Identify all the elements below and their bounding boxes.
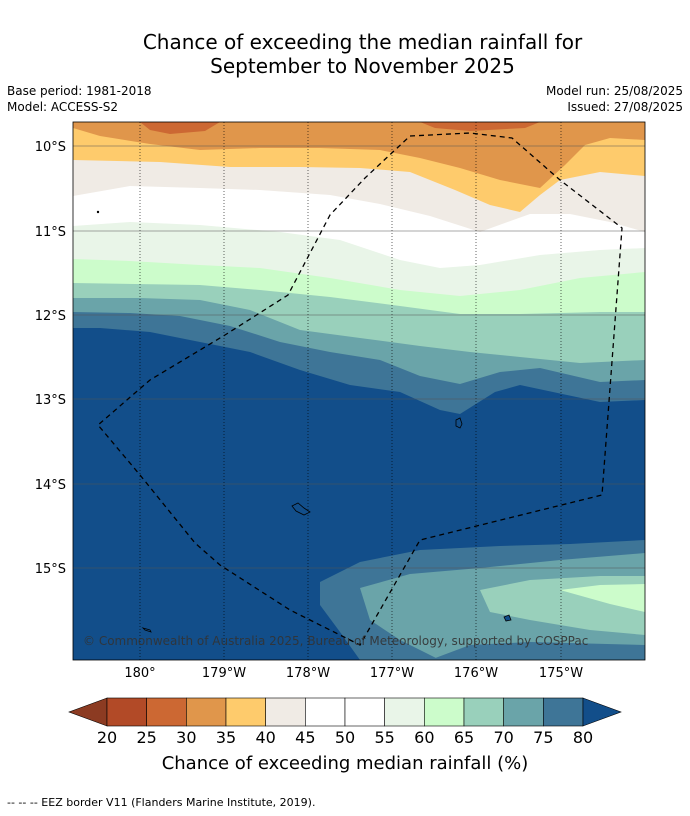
island-center [291,502,311,516]
colorbar-arrow-low [68,697,108,727]
rainfall-contours [73,122,645,660]
lat-label-15s: 15°S [35,562,66,577]
map-title: Chance of exceeding the median rainfall … [0,30,690,78]
colorbar-segment [265,697,306,727]
band-25-30-east [420,122,540,131]
colorbar: 20 25 30 35 40 45 50 55 60 65 70 75 80 [68,697,622,747]
colorbar-tick-label: 75 [533,728,553,747]
map-frame [72,121,646,661]
colorbar-segment [186,697,227,727]
island-southwest [141,627,152,633]
island-east [455,417,463,429]
base-period: Base period: 1981-2018 [7,84,152,98]
colorbar-tick-label: 25 [136,728,156,747]
lat-label-11s: 11°S [35,225,66,240]
colorbar-tick-label: 55 [374,728,394,747]
colorbar-tick-label: 40 [255,728,275,747]
colorbar-segment [384,697,425,727]
colorbar-tick-label: 45 [295,728,315,747]
issued-date: Issued: 27/08/2025 [567,100,683,114]
lat-label-10s: 10°S [35,140,66,155]
islands [96,210,512,633]
colorbar-title: Chance of exceeding median rainfall (%) [161,753,529,774]
colorbar-tick-label: 80 [573,728,593,747]
lon-label-180: 180° [124,666,155,681]
band-75-80-southwest [430,642,645,660]
lat-label-13s: 13°S [35,393,66,408]
meta-left: Base period: 1981-2018 Model: ACCESS-S2 [7,83,152,115]
colorbar-arrow-high [582,697,622,727]
title-line-2: September to November 2025 [210,54,515,78]
colorbar-segment [106,697,147,727]
colorbar-segment [344,697,385,727]
copyright-notice: © Commonwealth of Australia 2025, Bureau… [83,634,588,648]
colorbar-segment [463,697,504,727]
colorbar-tick-label: 35 [216,728,236,747]
band-60-65-south [560,584,645,612]
model-name: Model: ACCESS-S2 [7,100,119,114]
colorbar-segment [424,697,465,727]
title-line-1: Chance of exceeding the median rainfall … [142,30,583,54]
colorbar-tick-label: 30 [176,728,196,747]
island-south [503,614,512,622]
island-northwest [96,210,100,214]
colorbar-segment [146,697,187,727]
colorbar-segment [225,697,266,727]
meta-right: Model run: 25/08/2025 Issued: 27/08/2025 [546,83,683,115]
footer-note: -- -- -- EEZ border V11 (Flanders Marine… [7,796,316,809]
colorbar-segment [305,697,346,727]
lon-label-178w: 178°W [286,666,330,681]
lon-label-176w: 176°W [454,666,498,681]
lon-labels: 180° 179°W 178°W 177°W 176°W 175°W [124,666,583,681]
parallels [73,145,645,569]
lon-label-177w: 177°W [370,666,414,681]
colorbar-tick-label: 70 [493,728,513,747]
band-30-35 [73,122,645,188]
colorbar-segment [543,697,584,727]
colorbar-tick-label: 50 [335,728,355,747]
lat-labels: 10°S 11°S 12°S 13°S 14°S 15°S [35,140,66,577]
lon-label-175w: 175°W [539,666,583,681]
eez-border [97,132,623,646]
model-run: Model run: 25/08/2025 [545,84,683,98]
colorbar-tick-label: 20 [97,728,117,747]
lon-label-179w: 179°W [202,666,246,681]
lat-label-12s: 12°S [35,309,66,324]
colorbar-segment [503,697,544,727]
colorbar-tick-label: 60 [414,728,434,747]
lat-label-14s: 14°S [35,478,66,493]
colorbar-tick-label: 65 [454,728,474,747]
band-25-30-north [140,122,220,134]
